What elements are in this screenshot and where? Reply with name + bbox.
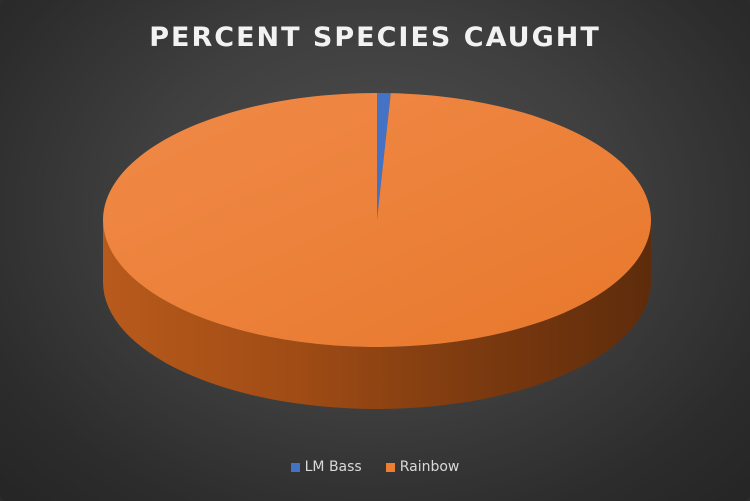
legend-swatch-rainbow <box>385 462 395 472</box>
legend-item-rainbow[interactable]: Rainbow <box>385 459 460 475</box>
legend-item-lm-bass[interactable]: LM Bass <box>290 459 362 475</box>
chart-title: PERCENT SPECIES CAUGHT <box>149 22 601 53</box>
pie-slice-rainbow[interactable] <box>103 93 652 347</box>
pie-slice-lm-bass[interactable] <box>377 93 391 220</box>
pie-top <box>103 93 652 347</box>
legend-swatch-lm-bass <box>290 462 300 472</box>
legend: LM Bass Rainbow <box>0 459 750 475</box>
legend-label-lm-bass: LM Bass <box>304 459 362 475</box>
legend-label-rainbow: Rainbow <box>399 459 460 475</box>
pie-side-wall <box>103 220 651 409</box>
pie-side <box>103 220 651 409</box>
